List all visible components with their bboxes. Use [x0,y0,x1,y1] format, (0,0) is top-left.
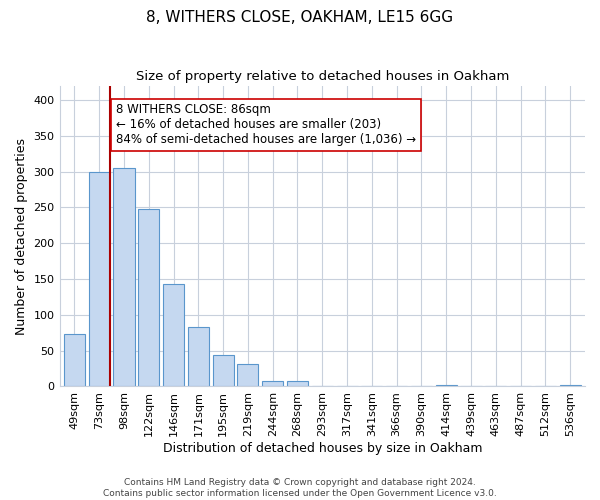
Bar [163,284,184,386]
Bar [262,382,283,386]
Y-axis label: Number of detached properties: Number of detached properties [15,138,28,334]
Bar [436,385,457,386]
Text: 8, WITHERS CLOSE, OAKHAM, LE15 6GG: 8, WITHERS CLOSE, OAKHAM, LE15 6GG [146,10,454,25]
Bar [188,327,209,386]
Bar [138,209,160,386]
Bar [89,172,110,386]
Title: Size of property relative to detached houses in Oakham: Size of property relative to detached ho… [136,70,509,83]
Bar [287,382,308,386]
Bar [560,385,581,386]
Text: 8 WITHERS CLOSE: 86sqm
← 16% of detached houses are smaller (203)
84% of semi-de: 8 WITHERS CLOSE: 86sqm ← 16% of detached… [116,104,416,146]
Text: Contains HM Land Registry data © Crown copyright and database right 2024.
Contai: Contains HM Land Registry data © Crown c… [103,478,497,498]
Bar [64,334,85,386]
Bar [113,168,134,386]
Bar [238,364,259,386]
Bar [212,355,233,386]
X-axis label: Distribution of detached houses by size in Oakham: Distribution of detached houses by size … [163,442,482,455]
